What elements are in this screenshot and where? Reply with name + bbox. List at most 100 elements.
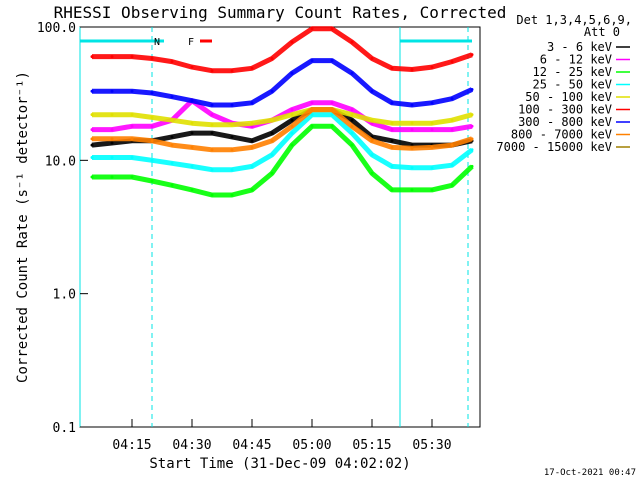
series-6-point-3 — [150, 91, 154, 95]
series-7-point-16 — [410, 146, 414, 150]
series-3-point-15 — [390, 164, 394, 168]
y-tick-label-1: 1.0 — [53, 288, 76, 303]
series-3-point-8 — [250, 164, 254, 168]
legend-label-8: 7000 - 15000 keV — [496, 140, 612, 154]
series-6-point-6 — [210, 103, 214, 107]
legend-label-5: 100 - 300 keV — [518, 103, 612, 117]
series-4-point-10 — [290, 113, 294, 117]
series-7-point-11 — [310, 108, 314, 112]
series-5-point-12 — [330, 27, 334, 31]
series-7-point-5 — [190, 145, 194, 149]
chart-title: RHESSI Observing Summary Count Rates, Co… — [54, 3, 507, 22]
series-5-point-2 — [130, 55, 134, 59]
series-3-point-5 — [190, 164, 194, 168]
series-3-point-11 — [310, 113, 314, 117]
series-5-point-15 — [390, 66, 394, 70]
series-7-point-10 — [290, 124, 294, 128]
y-axis: 0.1 1.0 10.0 100.0 — [37, 21, 88, 436]
series-5-point-0 — [90, 55, 94, 59]
series-7-point-0 — [90, 137, 94, 141]
series-5-point-4 — [170, 60, 174, 64]
series-3-point-0 — [90, 156, 94, 160]
x-axis-label: Start Time (31-Dec-09 04:02:02) — [149, 456, 410, 472]
series-4-point-2 — [130, 113, 134, 117]
series-7-point-8 — [250, 145, 254, 149]
series-2-point-5 — [190, 188, 194, 192]
series-1-point-3 — [150, 124, 154, 128]
y-tick-label-3: 100.0 — [37, 21, 76, 36]
series-6-point-1 — [110, 89, 114, 93]
series-6-point-5 — [190, 99, 194, 103]
x-tick-label-4: 05:15 — [352, 438, 391, 453]
series-2-point-3 — [150, 179, 154, 183]
x-tick-label-2: 04:45 — [232, 438, 271, 453]
series-6-point-4 — [170, 95, 174, 99]
series-0-point-5 — [190, 131, 194, 135]
series-7-point-9 — [270, 139, 274, 143]
series-0-point-8 — [250, 139, 254, 143]
series-2-point-17 — [430, 188, 434, 192]
series-6-point-8 — [250, 101, 254, 105]
series-6-point-18 — [450, 97, 454, 101]
series-6-point-10 — [290, 71, 294, 75]
legend-label-4: 50 - 100 keV — [525, 90, 612, 104]
series-1-point-16 — [410, 128, 414, 132]
series-line-2 — [92, 123, 474, 198]
series-2-point-2 — [130, 175, 134, 179]
x-axis: 04:15 04:30 04:45 05:00 05:15 05:30 — [112, 419, 452, 453]
series-4-point-15 — [390, 121, 394, 125]
series-line-4 — [92, 107, 473, 128]
series-3-point-3 — [150, 158, 154, 162]
x-tick-label-0: 04:15 — [112, 438, 151, 453]
series-7-point-7 — [230, 148, 234, 152]
series-2-point-1 — [110, 175, 114, 179]
series-7-point-2 — [130, 137, 134, 141]
series-3-point-14 — [370, 153, 374, 157]
series-7-point-18 — [450, 143, 454, 147]
series-6-point-11 — [310, 59, 314, 63]
series-4-point-9 — [270, 118, 274, 122]
series-3-point-16 — [410, 166, 414, 170]
series-2-point-15 — [390, 188, 394, 192]
series-0-point-13 — [350, 118, 354, 122]
series-3-point-19 — [470, 148, 474, 152]
series-4-point-1 — [110, 113, 114, 117]
flag-label-0: N — [154, 37, 160, 48]
series-3-point-1 — [110, 156, 114, 160]
series-5-point-8 — [250, 66, 254, 70]
series-1-point-15 — [390, 128, 394, 132]
series-5-point-9 — [270, 57, 274, 61]
series-3-point-13 — [350, 131, 354, 135]
series-7-point-12 — [330, 108, 334, 112]
legend-label-2: 12 - 25 keV — [533, 65, 612, 79]
y-axis-label: Corrected Count Rate (s⁻¹ detector⁻¹) — [15, 71, 31, 383]
x-tick-label-1: 04:30 — [172, 438, 211, 453]
series-5-point-3 — [150, 57, 154, 61]
series-7-point-19 — [470, 137, 474, 141]
series-3-point-12 — [330, 113, 334, 117]
series-2-point-8 — [250, 188, 254, 192]
flag-label-1: F — [188, 37, 194, 48]
series-4-point-8 — [250, 121, 254, 125]
legend-label-7: 800 - 7000 keV — [511, 128, 612, 142]
series-3-point-7 — [230, 168, 234, 172]
series-5-point-19 — [470, 53, 474, 57]
series-2-point-13 — [350, 143, 354, 147]
series-5-point-5 — [190, 65, 194, 69]
series-5-point-18 — [450, 60, 454, 64]
series-5-point-13 — [350, 40, 354, 44]
series-4-point-14 — [370, 118, 374, 122]
series-1-point-17 — [430, 128, 434, 132]
series-3-point-4 — [170, 161, 174, 165]
series-line-3 — [92, 112, 474, 173]
series-1-point-12 — [330, 101, 334, 105]
series-7-point-14 — [370, 139, 374, 143]
series-4-point-5 — [190, 121, 194, 125]
legend-label-1: 6 - 12 keV — [540, 53, 612, 67]
series-5-point-11 — [310, 27, 314, 31]
legend-label-0: 3 - 6 keV — [547, 40, 612, 54]
